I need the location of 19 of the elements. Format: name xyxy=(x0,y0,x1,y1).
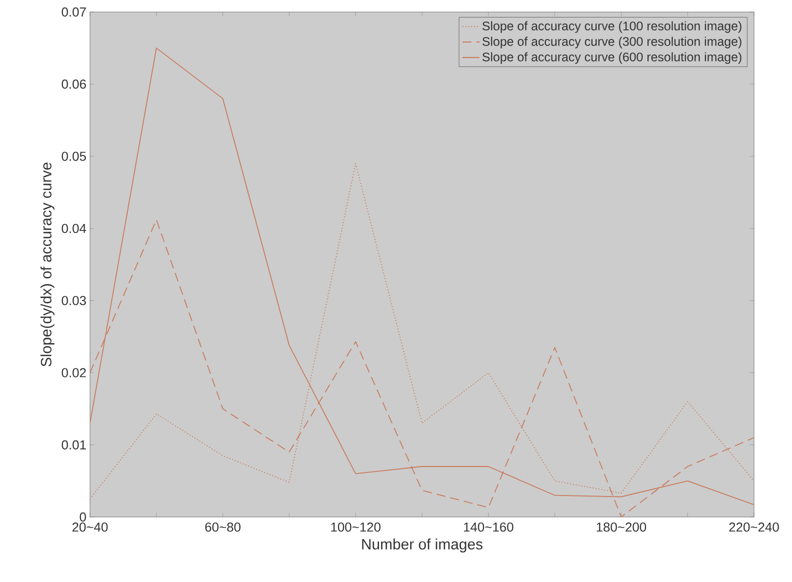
legend-label: Slope of accuracy curve (100 resolution image) xyxy=(482,21,742,33)
y-tick-label: 0.04 xyxy=(62,224,86,234)
legend-label: Slope of accuracy curve (300 resolution image) xyxy=(482,36,742,48)
y-tick-label: 0.03 xyxy=(62,296,86,306)
y-tick-label: 0 xyxy=(80,512,86,522)
x-tick-label: 220~240 xyxy=(729,522,779,532)
y-tick-label: 0.01 xyxy=(62,440,86,450)
x-tick-label: 100~120 xyxy=(331,522,380,532)
y-tick-label: 0.07 xyxy=(62,7,86,17)
x-tick-label: 60~80 xyxy=(205,522,240,532)
y-tick-label: 0.05 xyxy=(62,152,86,161)
y-tick-label: 0.06 xyxy=(62,80,86,89)
y-tick-label: 0.02 xyxy=(62,368,86,378)
legend-label: Slope of accuracy curve (600 resolution image) xyxy=(482,52,742,64)
x-tick-label: 180~200 xyxy=(596,522,646,532)
x-axis-title: Number of images xyxy=(362,538,482,552)
x-tick-label: 20~40 xyxy=(72,522,108,532)
x-tick-label: 140~160 xyxy=(464,522,514,532)
y-axis-title: Slope(dy/dx) of accuracy curve xyxy=(40,162,54,366)
